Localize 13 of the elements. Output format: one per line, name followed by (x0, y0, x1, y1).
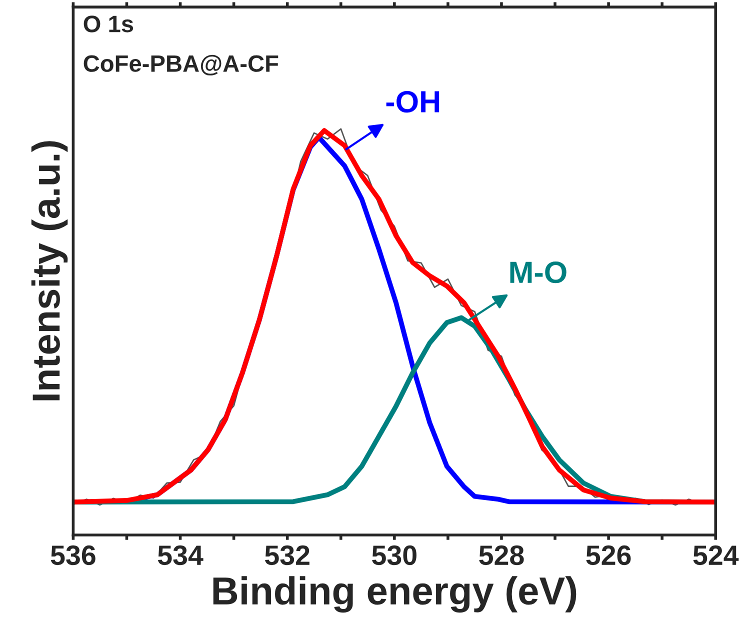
y-axis-title: Intensity (a.u.) (31, 141, 68, 400)
x-axis-title: Binding energy (eV) (213, 576, 576, 613)
x-tick-label: 536 (50, 545, 96, 566)
annotation: -OH (386, 90, 440, 113)
x-tick-label: 526 (586, 545, 631, 566)
x-tick-label: 528 (479, 545, 524, 566)
x-tick-label: 524 (693, 545, 739, 566)
annotation: M-O (510, 262, 566, 284)
text: O 1s (84, 16, 134, 32)
x-tick-label: 530 (372, 545, 416, 566)
text: CoFe-PBA@A-CF (84, 54, 278, 76)
x-tick-label: 534 (158, 545, 204, 566)
x-tick-label: 532 (265, 545, 310, 566)
